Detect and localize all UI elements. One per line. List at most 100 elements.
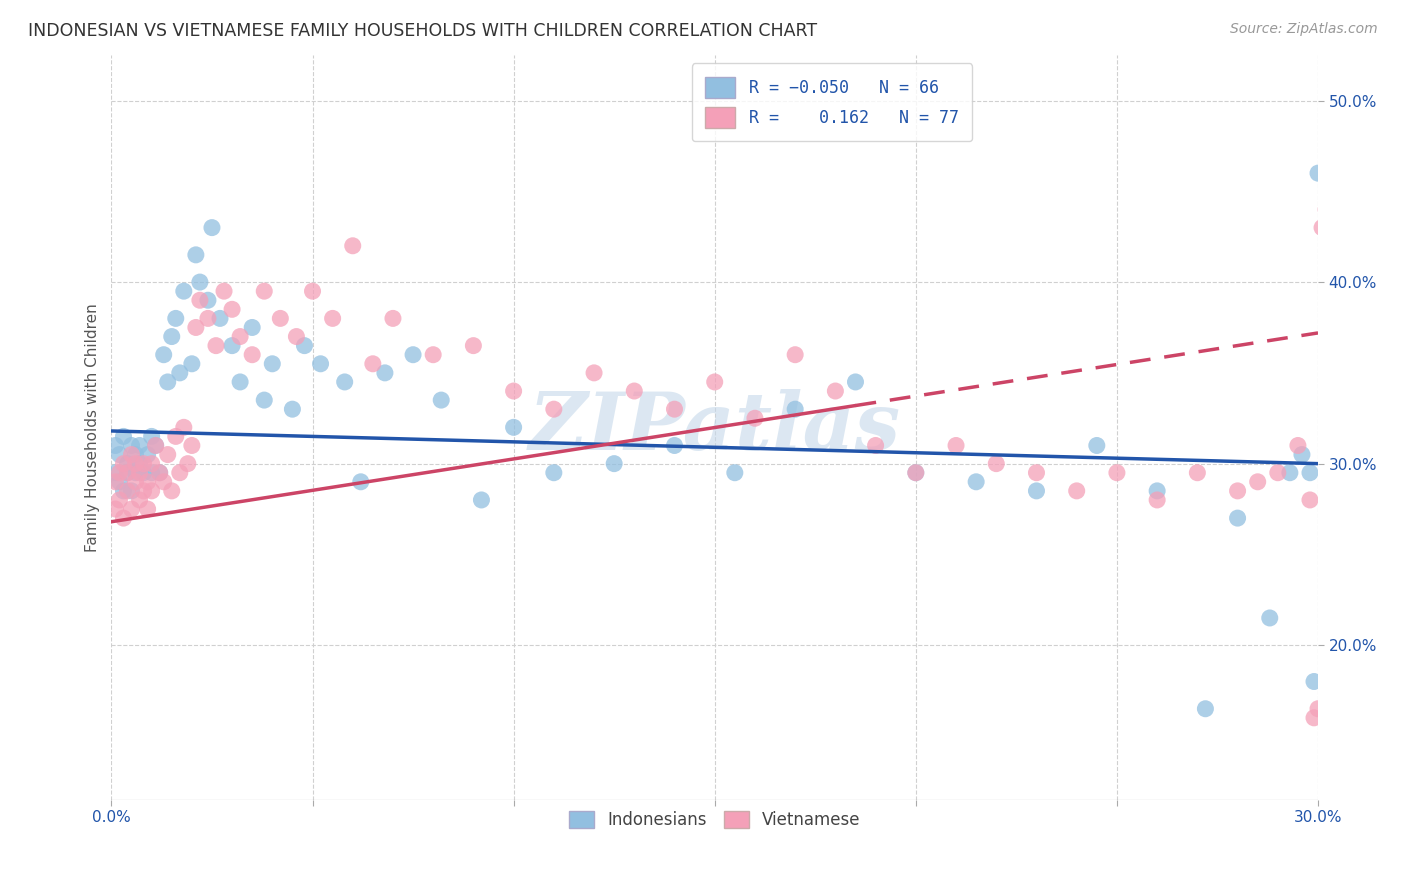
- Vietnamese: [1025, 466, 1047, 480]
- Indonesians: [1226, 511, 1249, 525]
- Vietnamese: [160, 483, 183, 498]
- Indonesians: [112, 429, 135, 443]
- Text: INDONESIAN VS VIETNAMESE FAMILY HOUSEHOLDS WITH CHILDREN CORRELATION CHART: INDONESIAN VS VIETNAMESE FAMILY HOUSEHOL…: [28, 22, 817, 40]
- Indonesians: [1146, 483, 1168, 498]
- Y-axis label: Family Households with Children: Family Households with Children: [86, 303, 100, 552]
- Vietnamese: [301, 284, 323, 298]
- Indonesians: [502, 420, 524, 434]
- Indonesians: [294, 338, 316, 352]
- Vietnamese: [136, 475, 159, 489]
- Indonesians: [1258, 611, 1281, 625]
- Indonesians: [184, 248, 207, 262]
- Legend: Indonesians, Vietnamese: Indonesians, Vietnamese: [562, 805, 868, 836]
- Indonesians: [1291, 448, 1313, 462]
- Vietnamese: [197, 311, 219, 326]
- Indonesians: [121, 438, 143, 452]
- Indonesians: [262, 357, 284, 371]
- Vietnamese: [1146, 492, 1168, 507]
- Indonesians: [145, 438, 167, 452]
- Text: ZIPatlas: ZIPatlas: [529, 389, 901, 467]
- Vietnamese: [165, 429, 187, 443]
- Vietnamese: [112, 511, 135, 525]
- Indonesians: [333, 375, 356, 389]
- Vietnamese: [1226, 483, 1249, 498]
- Indonesians: [785, 402, 807, 417]
- Vietnamese: [1066, 483, 1088, 498]
- Indonesians: [965, 475, 987, 489]
- Vietnamese: [1303, 711, 1326, 725]
- Vietnamese: [824, 384, 846, 398]
- Vietnamese: [422, 348, 444, 362]
- Indonesians: [112, 483, 135, 498]
- Vietnamese: [188, 293, 211, 308]
- Indonesians: [1303, 674, 1326, 689]
- Indonesians: [1025, 483, 1047, 498]
- Indonesians: [108, 475, 131, 489]
- Vietnamese: [121, 502, 143, 516]
- Indonesians: [180, 357, 202, 371]
- Vietnamese: [269, 311, 291, 326]
- Vietnamese: [117, 483, 139, 498]
- Indonesians: [124, 448, 146, 462]
- Vietnamese: [132, 457, 155, 471]
- Indonesians: [124, 466, 146, 480]
- Indonesians: [229, 375, 252, 389]
- Vietnamese: [173, 420, 195, 434]
- Vietnamese: [1247, 475, 1270, 489]
- Vietnamese: [463, 338, 485, 352]
- Vietnamese: [361, 357, 384, 371]
- Indonesians: [724, 466, 747, 480]
- Indonesians: [165, 311, 187, 326]
- Vietnamese: [145, 438, 167, 452]
- Indonesians: [253, 393, 276, 408]
- Indonesians: [136, 448, 159, 462]
- Vietnamese: [583, 366, 606, 380]
- Vietnamese: [381, 311, 404, 326]
- Vietnamese: [664, 402, 686, 417]
- Vietnamese: [121, 448, 143, 462]
- Indonesians: [904, 466, 927, 480]
- Vietnamese: [128, 492, 150, 507]
- Indonesians: [117, 466, 139, 480]
- Indonesians: [603, 457, 626, 471]
- Vietnamese: [1187, 466, 1209, 480]
- Indonesians: [128, 457, 150, 471]
- Vietnamese: [152, 475, 174, 489]
- Indonesians: [430, 393, 453, 408]
- Vietnamese: [141, 457, 163, 471]
- Vietnamese: [180, 438, 202, 452]
- Indonesians: [1306, 166, 1329, 180]
- Vietnamese: [253, 284, 276, 298]
- Vietnamese: [136, 502, 159, 516]
- Vietnamese: [904, 466, 927, 480]
- Vietnamese: [229, 329, 252, 343]
- Indonesians: [156, 375, 179, 389]
- Indonesians: [221, 338, 243, 352]
- Vietnamese: [108, 466, 131, 480]
- Indonesians: [141, 466, 163, 480]
- Vietnamese: [322, 311, 344, 326]
- Vietnamese: [221, 302, 243, 317]
- Vietnamese: [623, 384, 645, 398]
- Vietnamese: [1306, 702, 1329, 716]
- Vietnamese: [285, 329, 308, 343]
- Indonesians: [108, 448, 131, 462]
- Vietnamese: [342, 239, 364, 253]
- Vietnamese: [543, 402, 565, 417]
- Indonesians: [132, 466, 155, 480]
- Vietnamese: [205, 338, 228, 352]
- Vietnamese: [744, 411, 766, 425]
- Vietnamese: [124, 457, 146, 471]
- Vietnamese: [1286, 438, 1309, 452]
- Indonesians: [128, 438, 150, 452]
- Indonesians: [1085, 438, 1108, 452]
- Indonesians: [374, 366, 396, 380]
- Indonesians: [141, 429, 163, 443]
- Vietnamese: [132, 483, 155, 498]
- Indonesians: [173, 284, 195, 298]
- Vietnamese: [117, 466, 139, 480]
- Vietnamese: [124, 475, 146, 489]
- Vietnamese: [184, 320, 207, 334]
- Vietnamese: [169, 466, 191, 480]
- Vietnamese: [1323, 175, 1346, 189]
